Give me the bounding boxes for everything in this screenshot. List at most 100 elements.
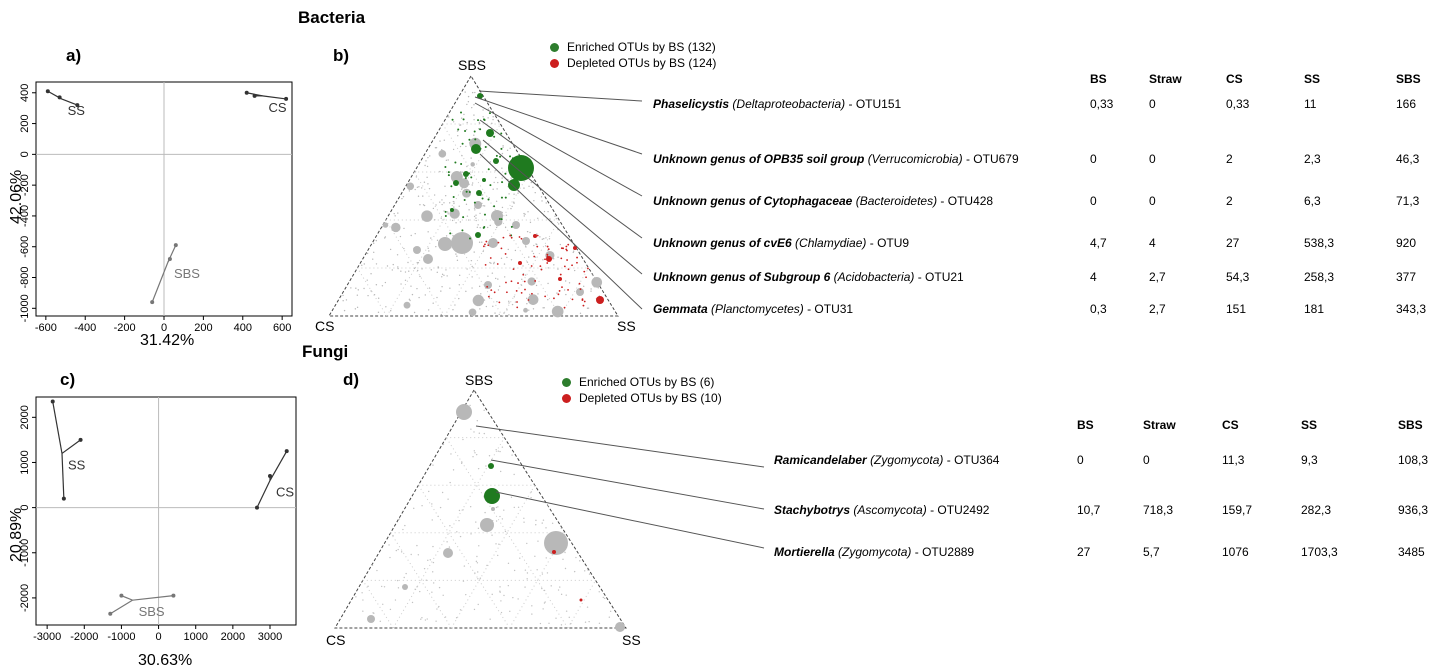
- background-otu-point: [487, 226, 489, 229]
- background-otu-point: [565, 293, 567, 296]
- pcoa-c-xlabel: 30.63%: [138, 652, 193, 669]
- background-otu-point: [416, 269, 419, 272]
- background-otu-point: [458, 297, 460, 300]
- background-otu-point: [524, 245, 527, 247]
- background-otu-point: [443, 210, 445, 212]
- enriched-otu-point: [460, 163, 463, 166]
- background-otu-point: [547, 282, 549, 285]
- background-otu-point: [542, 259, 544, 261]
- otu-id: - OTU364: [946, 453, 1000, 467]
- depleted-otu-point: [487, 244, 490, 247]
- depleted-otu-point: [544, 295, 547, 298]
- background-otu-point: [427, 183, 429, 185]
- table-cell: 54,3: [1226, 270, 1250, 284]
- spider-segment: [151, 261, 169, 303]
- ternary-gridline: [501, 219, 560, 317]
- depleted-otu-point: [581, 299, 584, 302]
- depleted-otu-point: [585, 276, 587, 279]
- group-label: SBS: [174, 266, 200, 281]
- depleted-otu-point: [502, 236, 505, 239]
- depleted-otu-point: [576, 261, 578, 264]
- background-otu-point: [414, 171, 417, 173]
- legend-b-depleted: Depleted OTUs by BS (124): [550, 56, 716, 70]
- ternary-gridline: [392, 437, 505, 629]
- background-otu-point: [456, 404, 472, 420]
- ternary-gridline: [417, 484, 511, 629]
- background-otu-point: [362, 599, 364, 601]
- background-otu-point: [472, 294, 485, 307]
- y-tick-label: -1000: [19, 294, 31, 322]
- background-otu-point: [404, 271, 407, 273]
- background-otu-point: [495, 226, 498, 229]
- background-otu-point: [425, 160, 427, 162]
- table-cell: 1076: [1222, 545, 1249, 559]
- y-tick-label: 0: [19, 505, 31, 511]
- depleted-otu-point: [509, 234, 512, 237]
- table-cell: 0,3: [1090, 302, 1107, 316]
- background-otu-point: [503, 276, 506, 278]
- background-otu-point: [537, 540, 539, 542]
- otu-label: Stachybotrys (Ascomycota) - OTU2492: [774, 503, 989, 517]
- enriched-otu-point: [451, 118, 454, 121]
- background-otu-point: [484, 281, 492, 289]
- enriched-otu-point: [500, 218, 503, 221]
- background-otu-point: [432, 545, 434, 548]
- background-otu-point: [474, 201, 482, 209]
- background-otu-point: [473, 134, 475, 136]
- background-otu-point: [463, 113, 465, 116]
- background-otu-point: [430, 269, 433, 271]
- background-otu-point: [435, 204, 437, 206]
- background-otu-point: [461, 155, 463, 157]
- background-otu-point: [402, 584, 408, 590]
- background-otu-point: [532, 308, 535, 310]
- background-otu-point: [447, 115, 449, 117]
- background-otu-point: [397, 548, 399, 551]
- background-otu-point: [498, 285, 501, 287]
- background-otu-point: [493, 181, 495, 184]
- background-otu-point: [416, 544, 418, 547]
- spider-segment: [109, 599, 133, 615]
- otu-label: Gemmata (Planctomycetes) - OTU31: [653, 302, 853, 316]
- background-otu-point: [422, 195, 424, 197]
- background-otu-point: [458, 284, 461, 286]
- background-otu-point: [468, 308, 477, 317]
- background-otu-point: [445, 269, 447, 271]
- background-otu-point: [544, 531, 568, 555]
- table-cell: 2,7: [1149, 270, 1166, 284]
- background-otu-point: [385, 306, 387, 308]
- enriched-otu-point: [493, 135, 496, 138]
- background-otu-point: [449, 287, 451, 289]
- depleted-otu-point: [567, 243, 570, 246]
- background-otu-point: [531, 613, 533, 615]
- background-otu-point: [482, 116, 484, 118]
- background-otu-point: [447, 159, 449, 161]
- background-otu-point: [534, 555, 536, 557]
- background-otu-point: [397, 587, 400, 589]
- background-otu-point: [419, 590, 421, 593]
- ternary-b-vertex-sbs: SBS: [458, 57, 487, 73]
- background-otu-point: [426, 176, 428, 179]
- depleted-otu-point: [534, 280, 537, 282]
- depleted-otu-point: [498, 301, 501, 304]
- background-otu-point: [427, 309, 430, 311]
- background-otu-point: [510, 207, 512, 210]
- background-otu-point: [467, 95, 470, 98]
- group-label: CS: [268, 100, 286, 115]
- background-otu-point: [449, 481, 451, 484]
- background-otu-point: [471, 276, 473, 278]
- background-otu-point: [500, 611, 503, 614]
- background-otu-point: [428, 250, 430, 252]
- background-otu-point: [511, 205, 513, 208]
- background-otu-point: [466, 268, 468, 270]
- background-otu-point: [403, 301, 411, 309]
- background-otu-point: [432, 561, 435, 564]
- background-otu-point: [442, 594, 444, 596]
- background-otu-point: [407, 261, 409, 264]
- background-otu-point: [400, 283, 402, 285]
- background-otu-point: [413, 311, 416, 314]
- background-otu-point: [527, 211, 529, 213]
- background-otu-point: [434, 219, 436, 221]
- background-otu-point: [564, 280, 567, 282]
- background-otu-point: [501, 167, 503, 169]
- background-otu-point: [459, 145, 462, 148]
